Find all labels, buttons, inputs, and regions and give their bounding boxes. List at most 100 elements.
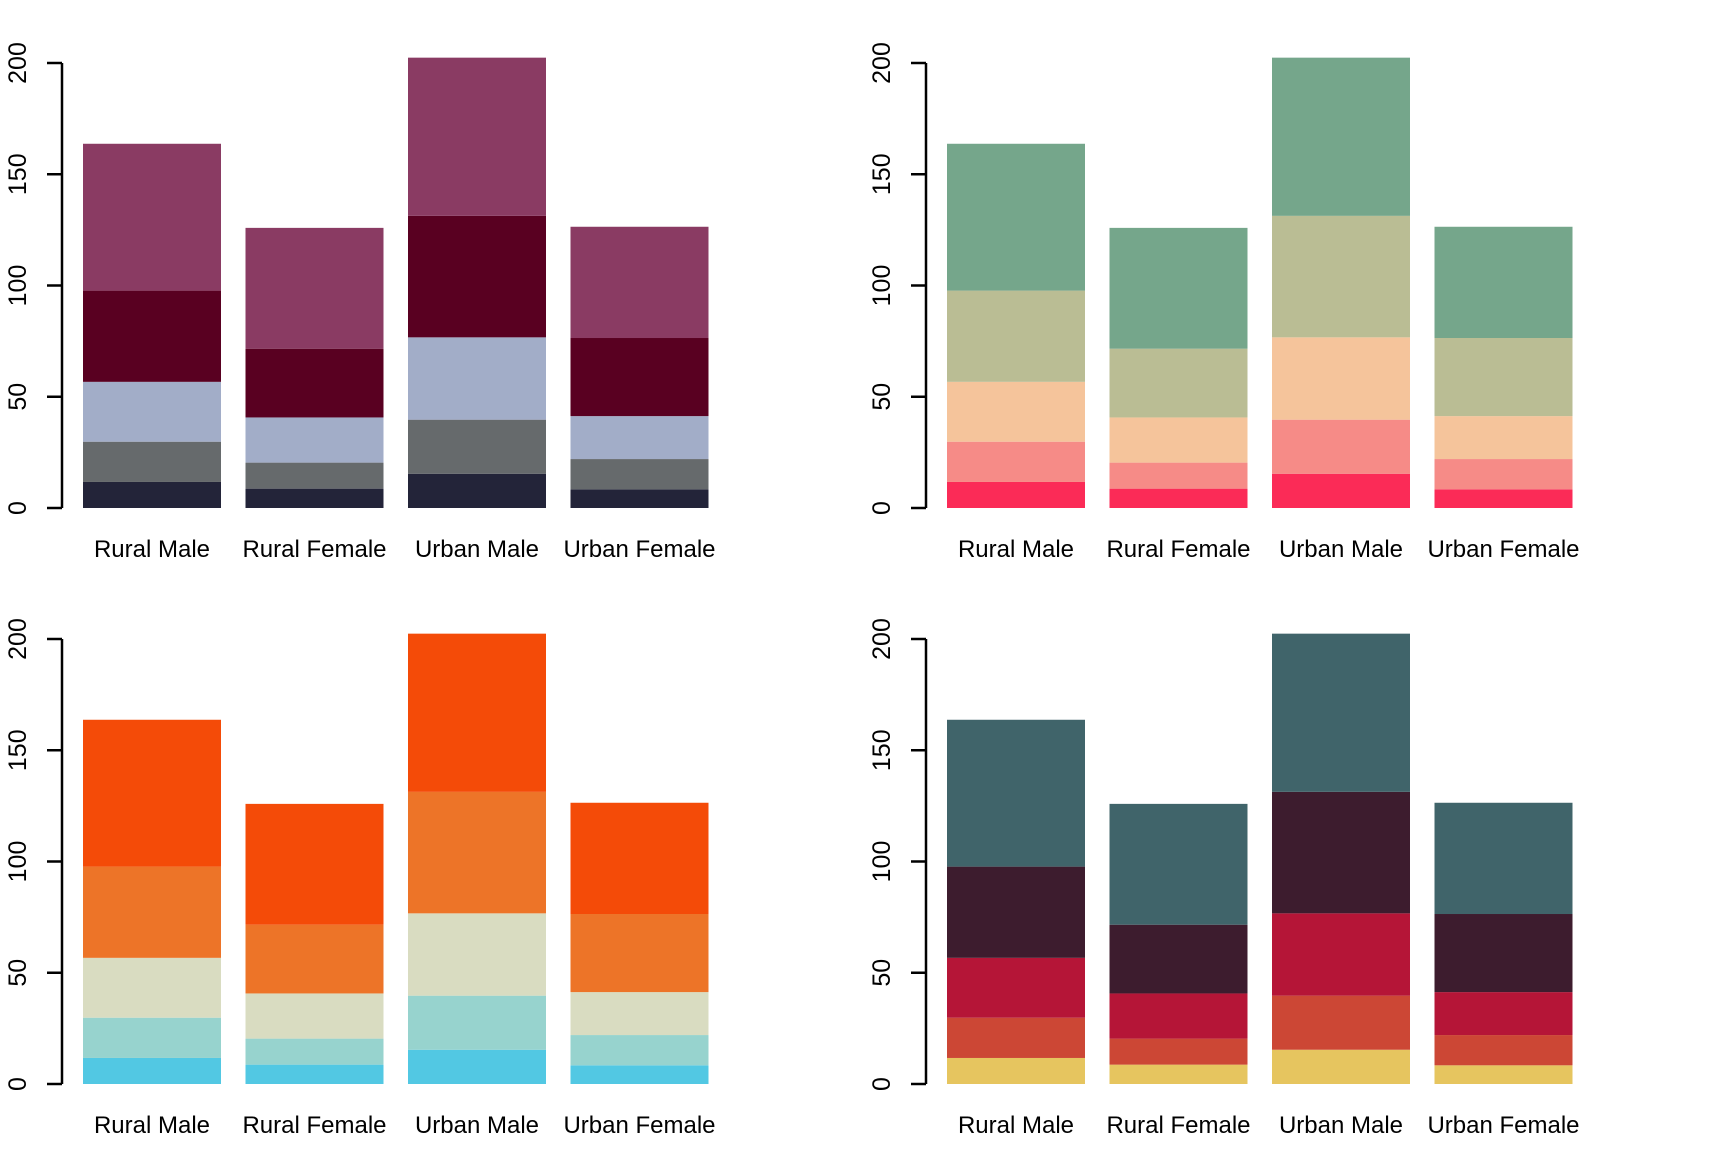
bar-segment-segment-1 xyxy=(947,481,1085,508)
x-category-label: Urban Female xyxy=(1427,1112,1579,1139)
x-category-label: Rural Male xyxy=(94,536,210,563)
bar-segment-segment-3 xyxy=(1434,992,1573,1036)
bar-segment-segment-3 xyxy=(83,957,221,1018)
bar-segment-segment-2 xyxy=(1272,419,1410,474)
bar-segment-segment-1 xyxy=(1109,1064,1248,1084)
bar-segment-segment-4 xyxy=(947,866,1085,958)
bar-segment-segment-3 xyxy=(1272,913,1410,996)
y-tick-label: 0 xyxy=(868,1077,896,1091)
bar-segment-segment-5 xyxy=(570,226,709,339)
x-category-label: Urban Female xyxy=(1427,536,1579,563)
bar-segment-segment-3 xyxy=(408,337,546,420)
y-tick-label: 100 xyxy=(4,841,32,883)
x-category-label: Urban Male xyxy=(1279,536,1403,563)
bar-segment-segment-5 xyxy=(947,143,1085,291)
y-tick-label: 100 xyxy=(4,265,32,307)
bar-segment-segment-5 xyxy=(570,802,709,915)
bar-segment-segment-2 xyxy=(408,419,546,474)
bar-segment-segment-1 xyxy=(245,1064,384,1084)
barplot-top-left: 0 50 100 150 200 Rural Male Rural Female Urban … xyxy=(4,42,716,563)
bar-segment-segment-4 xyxy=(570,914,709,993)
y-tick-label: 200 xyxy=(4,42,32,84)
x-category-label: Rural Female xyxy=(242,536,386,563)
bar-segment-segment-3 xyxy=(408,913,546,996)
bar-segment-segment-4 xyxy=(408,791,546,914)
bar-segment-segment-4 xyxy=(1109,348,1248,418)
y-tick-label: 50 xyxy=(868,959,896,987)
y-tick-label: 200 xyxy=(4,618,32,660)
bar-segment-segment-4 xyxy=(1272,215,1410,338)
bar-segment-segment-1 xyxy=(408,473,546,508)
panel-bottom-left: 0 50 100 150 200 Rural Male Rural Female Urban … xyxy=(0,576,864,1152)
bar-segment-segment-5 xyxy=(1272,57,1410,216)
y-tick-label: 100 xyxy=(868,841,896,883)
bar-segment-segment-5 xyxy=(408,633,546,792)
barplot-bottom-right: 0 50 100 150 200 Rural Male Rural Female Urban … xyxy=(868,618,1580,1139)
bar-segment-segment-1 xyxy=(570,1065,709,1084)
bar-segment-segment-1 xyxy=(1434,1065,1573,1084)
bar-segment-segment-1 xyxy=(947,1057,1085,1084)
bar-segment-segment-3 xyxy=(1109,993,1248,1039)
x-category-label: Rural Male xyxy=(958,536,1074,563)
bar-segment-segment-1 xyxy=(1272,1049,1410,1084)
bar-segment-segment-1 xyxy=(570,489,709,508)
bar-segment-segment-2 xyxy=(1434,459,1573,490)
x-category-label: Rural Female xyxy=(242,1112,386,1139)
bar-segment-segment-2 xyxy=(245,462,384,489)
bar-segment-segment-2 xyxy=(1109,1038,1248,1065)
y-tick-label: 0 xyxy=(868,501,896,515)
bar-segment-segment-5 xyxy=(408,57,546,216)
bar-segment-segment-2 xyxy=(245,1038,384,1065)
panel-top-left: 0 50 100 150 200 Rural Male Rural Female Urban … xyxy=(0,0,864,576)
bar-segment-segment-4 xyxy=(408,215,546,338)
bar-segment-segment-4 xyxy=(83,290,221,382)
bar-segment-segment-2 xyxy=(83,1017,221,1058)
bar-segment-segment-2 xyxy=(1109,462,1248,489)
bar-segment-segment-2 xyxy=(570,459,709,490)
bar-segment-segment-2 xyxy=(1434,1035,1573,1066)
bar-segment-segment-4 xyxy=(245,924,384,994)
bar-segment-segment-2 xyxy=(83,441,221,482)
x-category-label: Rural Female xyxy=(1106,536,1250,563)
x-category-label: Urban Male xyxy=(415,1112,539,1139)
bar-segment-segment-5 xyxy=(1272,633,1410,792)
bar-segment-segment-4 xyxy=(1434,338,1573,417)
y-tick-label: 0 xyxy=(4,1077,32,1091)
bar-segment-segment-5 xyxy=(1434,802,1573,915)
bar-segment-segment-2 xyxy=(947,441,1085,482)
bar-segment-segment-5 xyxy=(947,719,1085,867)
x-category-label: Rural Female xyxy=(1106,1112,1250,1139)
barplot-top-right: 0 50 100 150 200 Rural Male Rural Female Urban … xyxy=(868,42,1580,563)
bar-segment-segment-1 xyxy=(245,488,384,508)
bar-segment-segment-4 xyxy=(947,290,1085,382)
panel-bottom-right: 0 50 100 150 200 Rural Male Rural Female Urban … xyxy=(864,576,1728,1152)
y-tick-label: 150 xyxy=(4,729,32,771)
bar-segment-segment-3 xyxy=(1434,416,1573,460)
panel-top-right: 0 50 100 150 200 Rural Male Rural Female Urban … xyxy=(864,0,1728,576)
bar-segment-segment-3 xyxy=(245,417,384,463)
bar-segment-segment-2 xyxy=(947,1017,1085,1058)
y-tick-label: 150 xyxy=(868,153,896,195)
bar-segment-segment-5 xyxy=(1109,803,1248,925)
bar-segment-segment-1 xyxy=(1434,489,1573,508)
bar-segment-segment-1 xyxy=(1109,488,1248,508)
y-tick-label: 50 xyxy=(4,959,32,987)
bar-segment-segment-5 xyxy=(245,227,384,349)
barplot-bottom-left: 0 50 100 150 200 Rural Male Rural Female Urban … xyxy=(4,618,716,1139)
bar-segment-segment-5 xyxy=(83,719,221,867)
bar-segment-segment-3 xyxy=(947,957,1085,1018)
bar-segment-segment-4 xyxy=(1434,914,1573,993)
bar-segment-segment-3 xyxy=(83,381,221,442)
bar-segment-segment-3 xyxy=(570,992,709,1036)
y-tick-label: 200 xyxy=(868,42,896,84)
bar-segment-segment-4 xyxy=(1272,791,1410,914)
y-tick-label: 150 xyxy=(868,729,896,771)
x-category-label: Rural Male xyxy=(94,1112,210,1139)
bar-segment-segment-5 xyxy=(1434,226,1573,339)
bar-segment-segment-2 xyxy=(408,995,546,1050)
x-category-label: Rural Male xyxy=(958,1112,1074,1139)
bar-segment-segment-5 xyxy=(83,143,221,291)
y-tick-label: 0 xyxy=(4,501,32,515)
y-tick-label: 50 xyxy=(4,383,32,411)
